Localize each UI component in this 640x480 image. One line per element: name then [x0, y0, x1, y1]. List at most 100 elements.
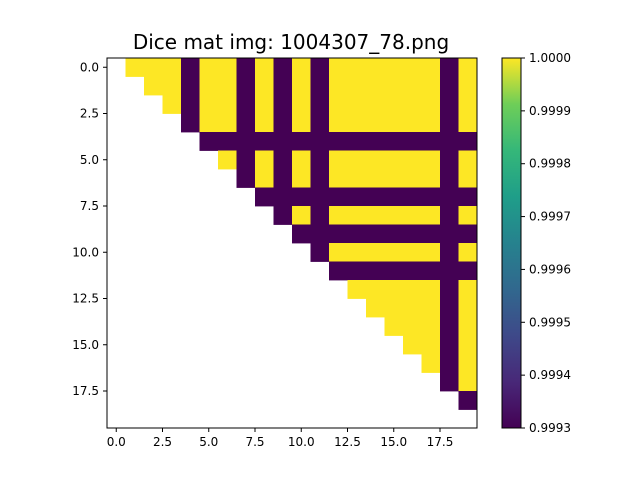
- heatmap-cell: [384, 187, 404, 207]
- heatmap-cell: [403, 261, 422, 281]
- heatmap-cell: [347, 224, 367, 244]
- heatmap-cell: [366, 280, 385, 299]
- heatmap-cell: [458, 243, 478, 262]
- heatmap-cell: [144, 58, 163, 77]
- colorbar-tick-label: 0.9998: [529, 157, 571, 171]
- heatmap-cell: [199, 113, 219, 133]
- heatmap-cell: [458, 206, 478, 225]
- heatmap-cell: [421, 261, 441, 281]
- heatmap-cell: [199, 132, 219, 151]
- heatmap-cell: [458, 391, 478, 410]
- heatmap-cell: [458, 280, 478, 299]
- y-tick-label: 2.5: [80, 107, 99, 121]
- heatmap-cell: [440, 298, 459, 318]
- heatmap-cell: [255, 95, 274, 114]
- colorbar-tick-label: 0.9994: [529, 368, 571, 382]
- heatmap-cell: [384, 95, 404, 114]
- heatmap-cell: [458, 132, 478, 151]
- heatmap-cell: [292, 76, 311, 96]
- heatmap-cell: [218, 150, 237, 170]
- heatmap-cell: [347, 132, 367, 151]
- heatmap-cell: [458, 76, 478, 96]
- colorbar-tick-label: 0.9995: [529, 315, 571, 329]
- heatmap-cell: [440, 372, 459, 392]
- heatmap-cell: [181, 113, 200, 133]
- heatmap-cell: [162, 58, 182, 77]
- y-tick-label: 17.5: [72, 384, 99, 398]
- x-tick-label: 7.5: [245, 435, 264, 449]
- heatmap-cell: [403, 335, 422, 355]
- heatmap-cell: [421, 280, 441, 299]
- heatmap-cell: [458, 150, 478, 170]
- heatmap-cell: [162, 76, 182, 96]
- heatmap-cell: [347, 206, 367, 225]
- heatmap-cell: [144, 76, 163, 96]
- heatmap-cell: [273, 58, 293, 77]
- heatmap-cell: [329, 76, 348, 96]
- heatmap-cell: [366, 132, 385, 151]
- heatmap-cell: [384, 58, 404, 77]
- heatmap-cell: [199, 95, 219, 114]
- heatmap-cell: [366, 150, 385, 170]
- heatmap-cell: [255, 113, 274, 133]
- y-tick-label: 12.5: [72, 292, 99, 306]
- heatmap-cell: [329, 58, 348, 77]
- heatmap-cell: [199, 58, 219, 77]
- heatmap-cell: [236, 95, 256, 114]
- heatmap-cell: [440, 76, 459, 96]
- heatmap-cell: [440, 150, 459, 170]
- y-tick-label: 5.0: [80, 153, 99, 167]
- x-tick-label: 10.0: [288, 435, 315, 449]
- heatmap-cell: [403, 113, 422, 133]
- heatmap-cell: [403, 280, 422, 299]
- heatmap-cell: [403, 76, 422, 96]
- heatmap-cell: [403, 58, 422, 77]
- heatmap-cell: [255, 169, 274, 188]
- heatmap-cell: [384, 317, 404, 336]
- heatmap-cell: [440, 354, 459, 373]
- heatmap-cell: [310, 206, 330, 225]
- heatmap-cell: [329, 206, 348, 225]
- heatmap-cell: [329, 243, 348, 262]
- heatmap-cell: [384, 280, 404, 299]
- heatmap-cell: [329, 261, 348, 281]
- x-tick-label: 17.5: [427, 435, 454, 449]
- heatmap-cell: [403, 150, 422, 170]
- heatmap-cell: [421, 76, 441, 96]
- heatmap-cell: [403, 187, 422, 207]
- heatmap-cell: [329, 169, 348, 188]
- heatmap-cell: [236, 132, 256, 151]
- heatmap-cell: [421, 335, 441, 355]
- heatmap-cell: [329, 150, 348, 170]
- heatmap-cell: [366, 113, 385, 133]
- heatmap-cell: [440, 113, 459, 133]
- heatmap-cell: [236, 150, 256, 170]
- heatmap-cell: [273, 132, 293, 151]
- heatmap-cell: [329, 132, 348, 151]
- heatmap-cell: [218, 113, 237, 133]
- heatmap-cell: [181, 95, 200, 114]
- colorbar-axis: 1.0000 0.9999 0.9998 0.9997 0.9996 0.9995 0.99…: [521, 51, 571, 435]
- heatmap-cell: [366, 58, 385, 77]
- heatmap-cell: [310, 58, 330, 77]
- heatmap-cell: [403, 243, 422, 262]
- heatmap-cell: [329, 95, 348, 114]
- heatmap-cell: [292, 224, 311, 244]
- heatmap-cell: [458, 335, 478, 355]
- heatmap-cell: [403, 206, 422, 225]
- heatmap-cell: [421, 187, 441, 207]
- heatmap-cell: [347, 76, 367, 96]
- heatmap-cell: [440, 58, 459, 77]
- colorbar-tick-label: 0.9996: [529, 262, 571, 276]
- heatmap-cell: [347, 169, 367, 188]
- heatmap-cell: [310, 132, 330, 151]
- plot-frame: [106, 57, 478, 429]
- heatmap-cell: [255, 187, 274, 207]
- heatmap-cell: [255, 132, 274, 151]
- heatmap-cell: [421, 206, 441, 225]
- heatmap-cell: [384, 113, 404, 133]
- heatmap-cell: [273, 76, 293, 96]
- heatmap-cell: [347, 261, 367, 281]
- heatmap-cell: [366, 169, 385, 188]
